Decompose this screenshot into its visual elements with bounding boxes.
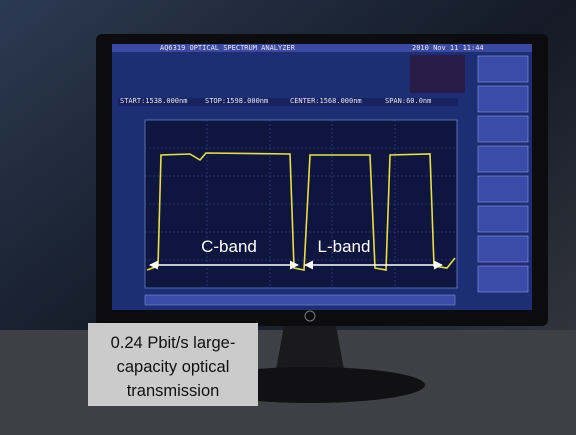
- l-band-label: L-band: [318, 237, 371, 256]
- center-wavelength: CENTER:1568.000nm: [290, 97, 362, 105]
- c-band-label: C-band: [201, 237, 257, 256]
- stop-wavelength: STOP:1598.000nm: [205, 97, 268, 105]
- caption-line: 0.24 Pbit/s large-: [111, 334, 236, 352]
- start-wavelength: START:1538.000nm: [120, 97, 187, 105]
- trace-panel: [410, 55, 465, 93]
- monitor-stand: [275, 320, 345, 375]
- screen-date: 2010 Nov 11 11:44: [412, 44, 484, 52]
- caption-line: capacity optical: [117, 358, 230, 376]
- caption-line: transmission: [127, 382, 220, 400]
- span: SPAN:60.0nm: [385, 97, 431, 105]
- bottom-menu: [145, 295, 455, 305]
- screen-title: AQ6319 OPTICAL SPECTRUM ANALYZER: [160, 44, 296, 52]
- scene: AQ6319 OPTICAL SPECTRUM ANALYZER 2010 No…: [0, 0, 576, 435]
